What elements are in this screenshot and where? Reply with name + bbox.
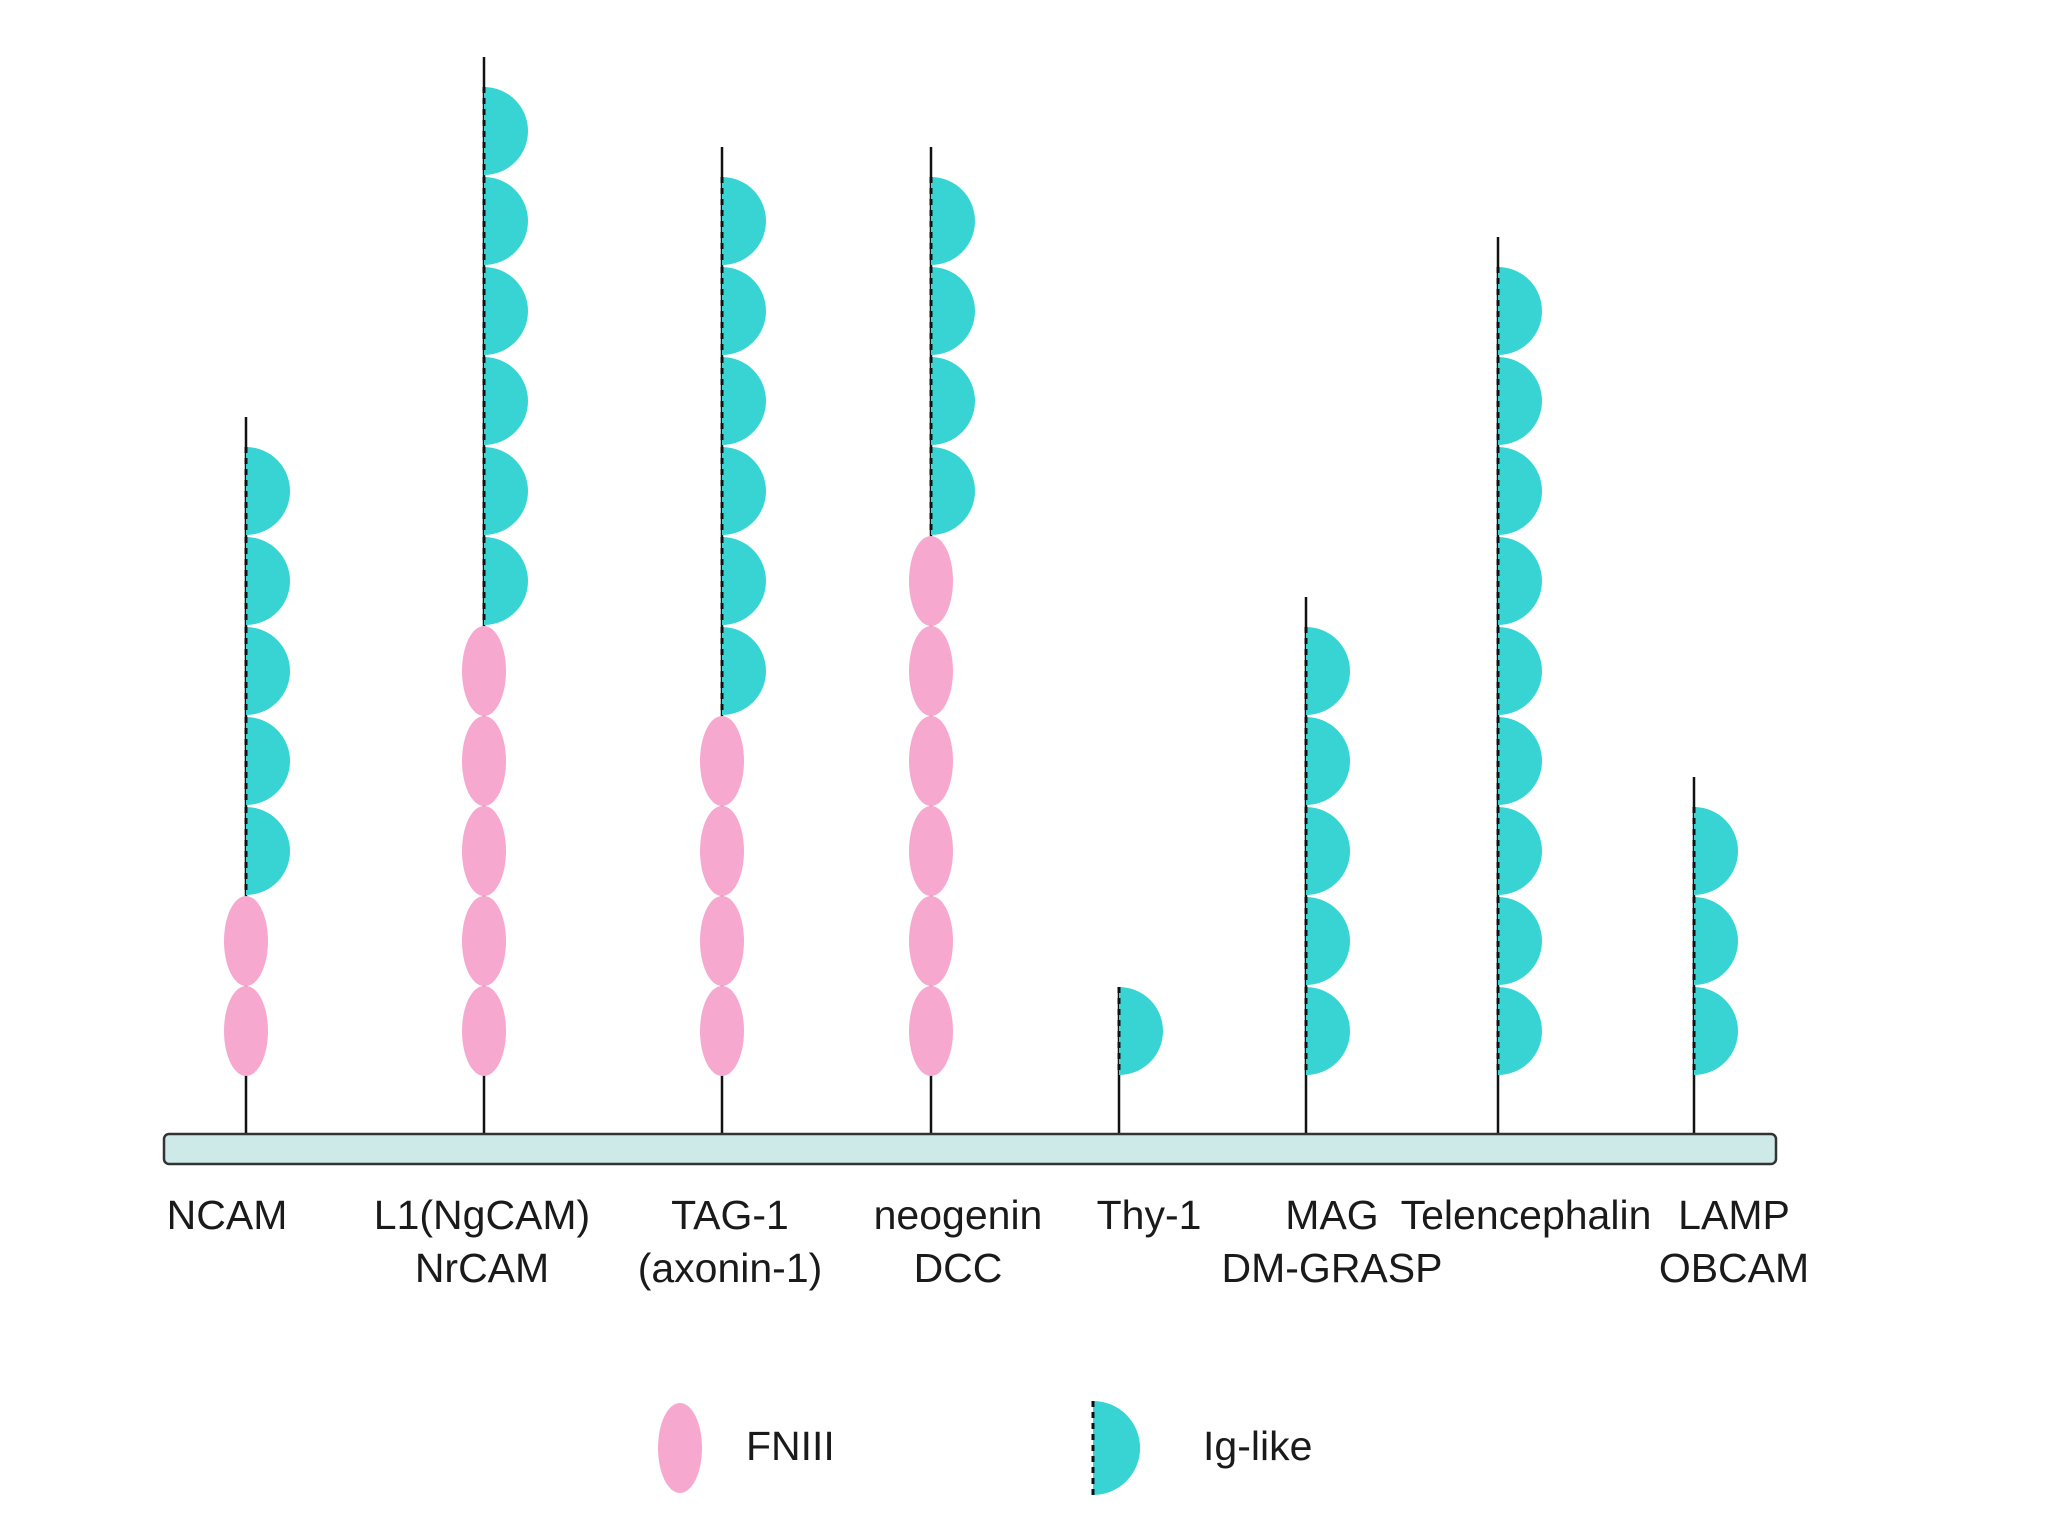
molecule-label: MAG bbox=[1285, 1192, 1378, 1238]
molecule-2 bbox=[700, 147, 766, 1134]
molecule-captions: NCAM L1(NgCAM) NrCAM TAG-1 (axonin-1) neogeni… bbox=[167, 1192, 1810, 1291]
ig-domain bbox=[1498, 897, 1542, 985]
fn3-domain bbox=[700, 986, 744, 1076]
fn3-domain bbox=[462, 806, 506, 896]
molecule-label: DM-GRASP bbox=[1222, 1245, 1443, 1291]
ig-domain bbox=[1498, 267, 1542, 355]
ig-domain bbox=[722, 357, 766, 445]
ig-domain bbox=[931, 267, 975, 355]
molecule-label: DCC bbox=[914, 1245, 1003, 1291]
ig-domain bbox=[722, 447, 766, 535]
ig-domain bbox=[1498, 357, 1542, 445]
molecule-3 bbox=[909, 147, 975, 1134]
ig-domain bbox=[931, 357, 975, 445]
ig-domain bbox=[246, 627, 290, 715]
ig-domain bbox=[484, 537, 528, 625]
molecule-label: LAMP bbox=[1678, 1192, 1790, 1238]
molecule-label: NCAM bbox=[167, 1192, 288, 1238]
ig-domain bbox=[1498, 447, 1542, 535]
fn3-domain bbox=[909, 626, 953, 716]
legend-ig-label: Ig-like bbox=[1203, 1423, 1312, 1469]
molecule-label: Telencephalin bbox=[1401, 1192, 1652, 1238]
ig-domain bbox=[722, 627, 766, 715]
legend-ig-domain-icon bbox=[1093, 1401, 1141, 1496]
molecule-7 bbox=[1692, 777, 1738, 1134]
fn3-domain bbox=[462, 716, 506, 806]
ig-domain bbox=[1498, 537, 1542, 625]
ig-domain bbox=[1694, 897, 1738, 985]
ig-domain bbox=[484, 357, 528, 445]
ig-domain bbox=[1306, 987, 1350, 1075]
fn3-domain bbox=[700, 806, 744, 896]
fn3-domain bbox=[909, 986, 953, 1076]
ig-domain bbox=[246, 537, 290, 625]
fn3-domain bbox=[700, 716, 744, 806]
ig-domain bbox=[722, 537, 766, 625]
molecule-6 bbox=[1496, 237, 1542, 1134]
legend-fn3-label: FNIII bbox=[746, 1423, 835, 1469]
ig-domain bbox=[1306, 807, 1350, 895]
ig-domain bbox=[1306, 897, 1350, 985]
fn3-domain bbox=[909, 896, 953, 986]
ig-domain bbox=[246, 807, 290, 895]
fn3-domain bbox=[224, 896, 268, 986]
ig-domain bbox=[1498, 807, 1542, 895]
molecule-label: NrCAM bbox=[415, 1245, 549, 1291]
ig-domain bbox=[1694, 987, 1738, 1075]
fn3-domain bbox=[909, 806, 953, 896]
ig-domain bbox=[722, 267, 766, 355]
fn3-domain bbox=[462, 986, 506, 1076]
legend: FNIII Ig-like bbox=[658, 1401, 1312, 1496]
ig-domain bbox=[484, 87, 528, 175]
molecule-5 bbox=[1304, 597, 1350, 1134]
molecule-0 bbox=[224, 417, 290, 1134]
ig-domain bbox=[484, 267, 528, 355]
ig-domain bbox=[246, 447, 290, 535]
molecule-label: neogenin bbox=[874, 1192, 1043, 1238]
ig-domain bbox=[722, 177, 766, 265]
ig-domain bbox=[1498, 987, 1542, 1075]
fn3-domain bbox=[462, 626, 506, 716]
fn3-domain bbox=[909, 536, 953, 626]
ig-domain bbox=[931, 447, 975, 535]
fn3-domain bbox=[224, 986, 268, 1076]
fn3-domain bbox=[909, 716, 953, 806]
ig-domain bbox=[1119, 987, 1163, 1075]
ig-domain bbox=[484, 447, 528, 535]
ig-domain bbox=[1306, 627, 1350, 715]
fn3-domain bbox=[700, 896, 744, 986]
molecule-1 bbox=[462, 57, 528, 1134]
molecule-label: TAG-1 bbox=[671, 1192, 789, 1238]
cell-membrane bbox=[162, 1132, 1778, 1166]
ig-domain bbox=[1306, 717, 1350, 805]
ig-domain bbox=[246, 717, 290, 805]
ig-domain bbox=[1498, 717, 1542, 805]
molecule-label: OBCAM bbox=[1659, 1245, 1809, 1291]
molecule-label: (axonin-1) bbox=[638, 1245, 823, 1291]
molecule-label: L1(NgCAM) bbox=[374, 1192, 590, 1238]
ig-domain bbox=[484, 177, 528, 265]
ig-domain bbox=[1498, 627, 1542, 715]
legend-fn3-domain-icon bbox=[658, 1403, 702, 1493]
molecules-layer bbox=[224, 57, 1738, 1134]
ig-domain bbox=[1694, 807, 1738, 895]
ig-domain bbox=[931, 177, 975, 265]
molecule-label: Thy-1 bbox=[1097, 1192, 1202, 1238]
molecule-4 bbox=[1117, 987, 1163, 1134]
fn3-domain bbox=[462, 896, 506, 986]
